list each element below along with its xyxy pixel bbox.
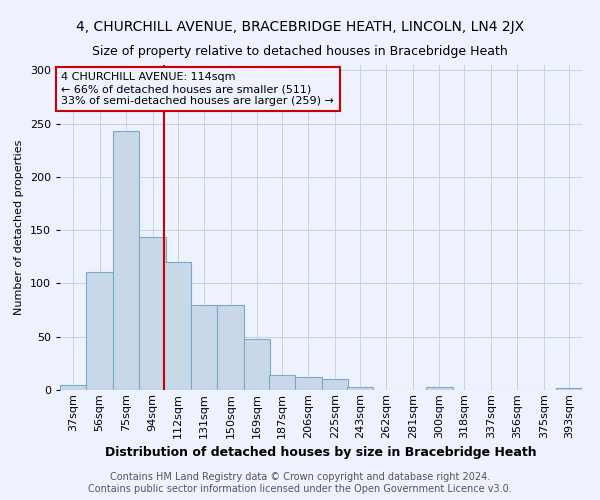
Bar xyxy=(347,387,373,390)
Bar xyxy=(322,380,348,390)
X-axis label: Distribution of detached houses by size in Bracebridge Heath: Distribution of detached houses by size … xyxy=(105,446,537,459)
Bar xyxy=(164,262,191,390)
Bar xyxy=(113,131,139,390)
Text: Contains HM Land Registry data © Crown copyright and database right 2024.
Contai: Contains HM Land Registry data © Crown c… xyxy=(88,472,512,494)
Bar xyxy=(295,377,322,390)
Bar xyxy=(86,272,113,390)
Text: Size of property relative to detached houses in Bracebridge Heath: Size of property relative to detached ho… xyxy=(92,45,508,58)
Bar xyxy=(556,388,582,390)
Y-axis label: Number of detached properties: Number of detached properties xyxy=(14,140,24,315)
Bar xyxy=(426,387,452,390)
Text: 4 CHURCHILL AVENUE: 114sqm
← 66% of detached houses are smaller (511)
33% of sem: 4 CHURCHILL AVENUE: 114sqm ← 66% of deta… xyxy=(61,72,334,106)
Text: 4, CHURCHILL AVENUE, BRACEBRIDGE HEATH, LINCOLN, LN4 2JX: 4, CHURCHILL AVENUE, BRACEBRIDGE HEATH, … xyxy=(76,20,524,34)
Bar xyxy=(191,305,217,390)
Bar xyxy=(217,305,244,390)
Bar xyxy=(139,236,166,390)
Bar xyxy=(60,384,86,390)
Bar xyxy=(269,375,295,390)
Bar xyxy=(244,339,270,390)
